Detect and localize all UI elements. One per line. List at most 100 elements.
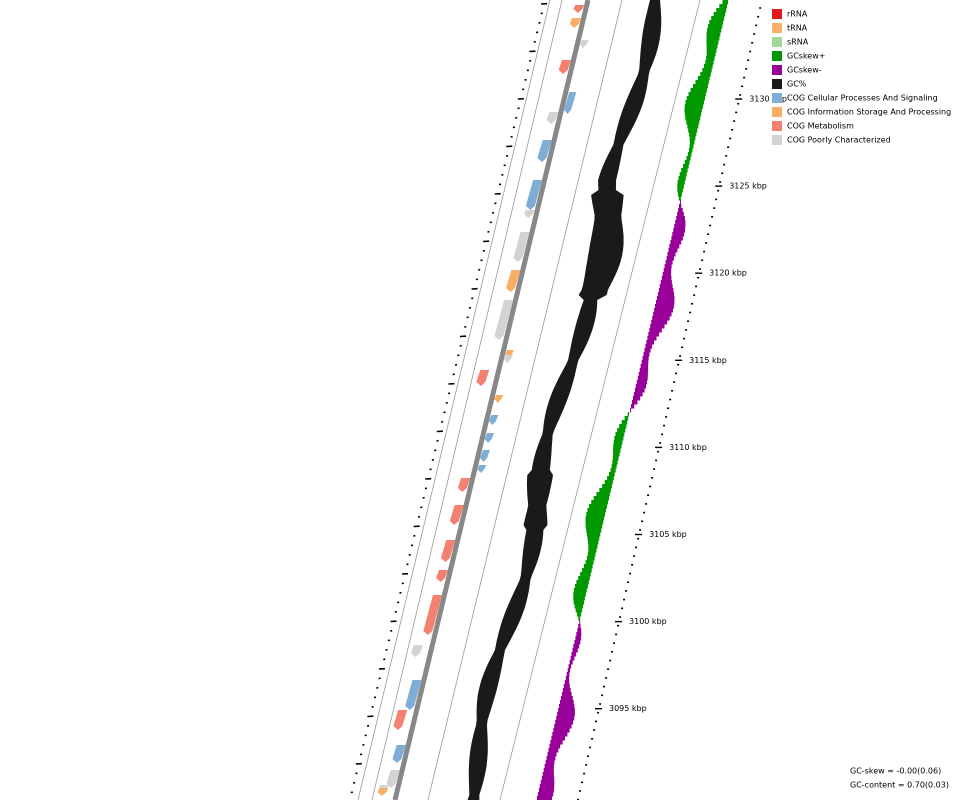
gc-skew <box>591 500 608 505</box>
gc-skew <box>650 324 665 329</box>
gc-skew <box>638 372 648 377</box>
gc-skew <box>573 596 585 601</box>
gc-skew <box>705 60 714 65</box>
backbone <box>392 0 591 800</box>
gc-skew <box>675 220 686 225</box>
gc-skew <box>587 508 606 513</box>
gc-skew <box>676 216 685 221</box>
gc-skew <box>688 148 693 153</box>
legend-swatch <box>772 121 782 131</box>
gc-skew <box>687 124 699 129</box>
gc-skew <box>685 100 704 105</box>
gc-skew <box>588 544 598 549</box>
gc-skew <box>578 616 581 621</box>
gc-skew <box>636 380 647 385</box>
gc-skew <box>613 448 621 453</box>
gc-skew <box>673 228 685 233</box>
legend-label: GCskew- <box>787 66 822 75</box>
gene <box>494 300 514 340</box>
gc-skew <box>559 704 575 709</box>
gc-skew <box>684 108 702 113</box>
gc-skew <box>645 344 653 349</box>
gc-skew <box>554 724 572 729</box>
gc-skew <box>610 468 616 473</box>
gc-skew <box>615 432 625 437</box>
gc-skew <box>573 600 584 605</box>
gc-skew <box>697 76 710 81</box>
gc-skew <box>588 548 597 553</box>
gene <box>457 478 471 492</box>
ruler-label: 3115 kbp <box>689 356 727 365</box>
gc-skew <box>667 252 676 257</box>
gc-skew <box>586 556 595 561</box>
legend-label: COG Cellular Processes And Signaling <box>787 94 938 103</box>
gc-skew <box>619 424 627 429</box>
gc-skew <box>574 604 584 609</box>
gc-skew <box>687 152 692 157</box>
gc-skew <box>542 772 554 777</box>
gc-skew <box>706 52 716 57</box>
ruler-label: 3100 kbp <box>629 617 667 626</box>
gene <box>392 745 406 763</box>
gene <box>405 680 422 710</box>
gc-skew <box>658 288 674 293</box>
gc-skew <box>659 284 673 289</box>
gene <box>523 210 535 218</box>
gc-skew <box>557 712 575 717</box>
gc-skew <box>573 588 587 593</box>
gc-skew <box>709 20 724 25</box>
gene <box>484 433 495 443</box>
gc-skew <box>704 64 713 69</box>
gc-skew <box>637 376 648 381</box>
gc-skew <box>611 464 617 469</box>
gc-skew <box>561 696 573 701</box>
legend-label: COG Information Storage And Processing <box>787 108 951 117</box>
gene <box>513 232 530 262</box>
gc-skew <box>580 572 591 577</box>
gc-skew <box>634 388 645 393</box>
gc-skew <box>540 780 555 785</box>
legend-label: GCskew+ <box>787 52 825 61</box>
gc-skew <box>706 56 715 61</box>
gc-skew <box>684 160 690 165</box>
gc-skew <box>587 552 596 557</box>
gc-skew <box>706 36 720 41</box>
gc-skew <box>686 156 691 161</box>
legend-swatch <box>772 93 782 103</box>
gc-skew <box>614 436 624 441</box>
gene <box>525 180 543 210</box>
gc-skew <box>575 584 588 589</box>
gc-skew <box>544 764 554 769</box>
gc-skew <box>612 460 618 465</box>
legend-swatch <box>772 135 782 145</box>
gene <box>436 570 448 582</box>
ruler-label: 3125 kbp <box>729 182 767 191</box>
gc-content-stat: GC-content = 0.70(0.03) <box>850 781 949 790</box>
legend-swatch <box>772 65 782 75</box>
gene <box>506 270 521 292</box>
gc-skew <box>596 492 610 497</box>
gc-skew <box>677 184 684 189</box>
gc-skew <box>722 0 728 5</box>
gc-skew <box>538 788 554 793</box>
gc-skew <box>560 700 574 705</box>
gc-skew <box>688 92 706 97</box>
ruler-label: 3110 kbp <box>669 443 707 452</box>
gc-skew <box>677 180 685 185</box>
gc-skew <box>702 68 712 73</box>
gc-skew <box>716 8 727 13</box>
gc-skew <box>607 476 614 481</box>
gc-skew <box>689 140 695 145</box>
gc-skew <box>564 680 570 685</box>
gc-skew <box>679 204 682 209</box>
gc-skew <box>678 196 681 201</box>
gc-skew <box>639 368 649 373</box>
gc-skew <box>585 560 594 565</box>
gc-skew <box>613 452 620 457</box>
gc-skew <box>578 576 590 581</box>
gc-skew <box>671 236 683 241</box>
legend-label: rRNA <box>787 10 808 19</box>
gc-skew <box>548 748 559 753</box>
gene <box>563 92 577 114</box>
